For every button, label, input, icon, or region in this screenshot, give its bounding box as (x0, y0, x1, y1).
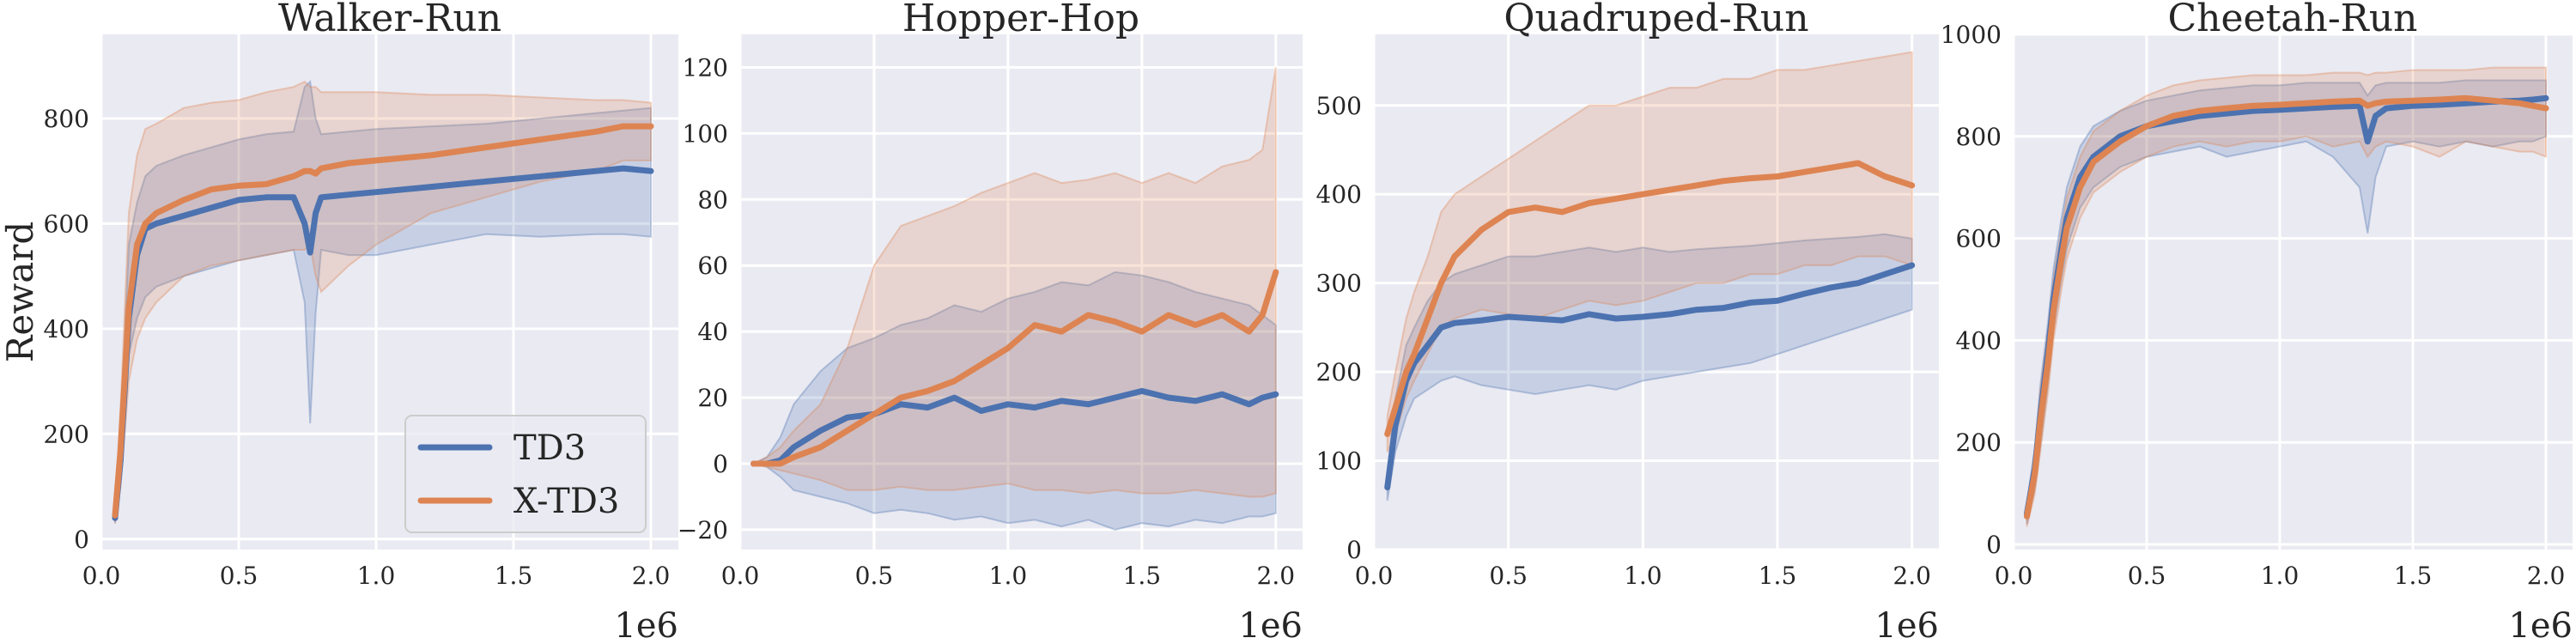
x-tick-label: 1.5 (1123, 562, 1162, 590)
y-tick-label: 1000 (1941, 21, 2002, 49)
x-tick-label: 2.0 (2527, 562, 2566, 590)
x-tick-label: 1.0 (1624, 562, 1662, 590)
band-x-td3 (114, 80, 652, 524)
y-tick-label: 0 (74, 526, 89, 554)
x-tick-label: 0.0 (721, 562, 760, 590)
legend-label-td3: TD3 (513, 428, 586, 468)
plot-area-2: 0.0 0.5 1.0 1.5 2.0 −20 0 20 40 60 80 100 120 (677, 34, 1303, 590)
panel-3-title: Quadruped-Run (1504, 0, 1808, 40)
panel-2: 0.0 0.5 1.0 1.5 2.0 −20 0 20 40 60 80 100 120 Hopper… (677, 0, 1303, 644)
panel-4: 0.0 0.5 1.0 1.5 2.0 0 200 400 600 800 1000 Cheetah… (1941, 0, 2573, 644)
y-tick-label: 0 (1986, 531, 2002, 559)
y-tick-label: 800 (1956, 123, 2002, 151)
x-tick-label: 0.5 (1489, 562, 1528, 590)
legend-label-x-td3: X-TD3 (513, 482, 619, 521)
x-tick-label: 1.0 (989, 562, 1028, 590)
x-tick-label: 1.0 (357, 562, 396, 590)
panel-2-x-offset: 1e6 (1238, 606, 1303, 644)
plot-area-4: 0.0 0.5 1.0 1.5 2.0 0 200 400 600 800 1000 (1941, 21, 2573, 590)
plot-background (2014, 34, 2573, 550)
panel-4-x-offset: 1e6 (2508, 606, 2573, 644)
panel-3: 0.0 0.5 1.0 1.5 2.0 0 100 200 300 400 500 Quadrupe… (1316, 0, 1939, 644)
legend: TD3 X-TD3 (404, 415, 647, 533)
panel-1-x-offset: 1e6 (614, 606, 678, 644)
series-line-x-td3 (2024, 94, 2549, 519)
x-tick-label: 0.5 (2128, 562, 2166, 590)
y-tick-label: 40 (697, 318, 728, 346)
x-tick-label: 2.0 (1893, 562, 1931, 590)
y-tick-label: 800 (44, 105, 89, 133)
plot-area-3: 0.0 0.5 1.0 1.5 2.0 0 100 200 300 400 500 (1316, 34, 1939, 590)
panel-3-x-offset: 1e6 (1874, 606, 1939, 644)
y-tick-label: 0 (1346, 536, 1362, 564)
x-tick-label: 1.0 (2261, 562, 2300, 590)
y-tick-label: 200 (1316, 358, 1362, 386)
plot-background (1374, 34, 1939, 550)
y-tick-label: 400 (44, 315, 89, 343)
series-line-x-td3 (750, 269, 1279, 467)
y-tick-label: 100 (1316, 447, 1362, 476)
x-tick-label: 0.0 (1355, 562, 1394, 590)
x-tick-label: 0.5 (855, 562, 894, 590)
y-tick-label: 100 (683, 119, 728, 148)
x-tick-label: 2.0 (1257, 562, 1296, 590)
y-axis-label: Reward (0, 222, 41, 362)
y-tick-label: 300 (1316, 270, 1362, 298)
y-tick-label: 400 (1956, 326, 2002, 355)
y-tick-label: 20 (697, 384, 728, 412)
y-tick-label: 600 (1956, 225, 2002, 253)
series-line-x-td3 (112, 123, 654, 519)
y-tick-label: 0 (713, 450, 728, 478)
y-tick-label: 60 (697, 252, 728, 280)
y-tick-label: 120 (683, 53, 728, 82)
band-td3 (750, 270, 1277, 531)
y-tick-label: 500 (1316, 92, 1362, 120)
panel-1-title: Walker-Run (278, 0, 501, 40)
y-tick-label: 400 (1316, 180, 1362, 209)
series-line-td3 (750, 387, 1279, 467)
y-tick-label: 200 (1956, 428, 2002, 457)
plot-area-1: 0.0 0.5 1.0 1.5 2.0 0 200 400 600 800 (44, 34, 678, 590)
x-tick-label: 0.0 (82, 562, 121, 590)
x-tick-label: 0.0 (1995, 562, 2033, 590)
series-line-td3 (1384, 262, 1916, 491)
x-tick-label: 1.5 (1759, 562, 1797, 590)
panel-2-title: Hopper-Hop (902, 0, 1139, 40)
y-tick-label: 80 (697, 185, 728, 214)
band-x-td3 (2026, 66, 2547, 527)
x-tick-label: 0.5 (220, 562, 258, 590)
panel-4-title: Cheetah-Run (2167, 0, 2417, 40)
y-tick-label: 200 (44, 420, 89, 448)
x-tick-label: 2.0 (632, 562, 671, 590)
x-tick-label: 1.5 (2394, 562, 2433, 590)
band-td3 (2026, 79, 2547, 525)
y-tick-label: −20 (677, 516, 728, 544)
y-tick-label: 600 (44, 210, 89, 238)
band-td3 (114, 80, 652, 524)
series-line-x-td3 (1384, 160, 1916, 437)
x-tick-label: 1.5 (495, 562, 533, 590)
